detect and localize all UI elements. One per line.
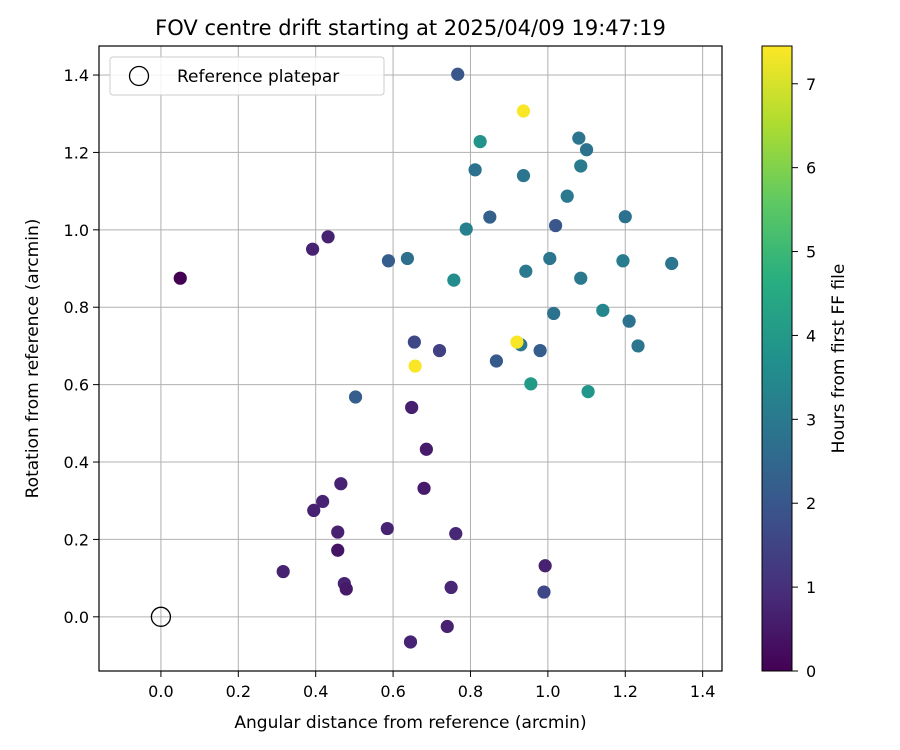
data-point — [574, 159, 588, 173]
data-point — [616, 254, 630, 268]
legend-box — [109, 56, 385, 96]
colorbar-ticks: 0 1 2 3 4 5 6 7 — [792, 75, 816, 681]
data-point — [665, 256, 679, 271]
data-point — [316, 494, 330, 509]
y-tick-label: 1.0 — [64, 221, 89, 240]
data-point — [348, 390, 363, 404]
y-tick-label: 0.4 — [64, 453, 89, 472]
colorbar-tick-label: 7 — [806, 75, 816, 94]
colorbar-tick-label: 2 — [806, 494, 816, 513]
x-tick-label: 1.0 — [535, 682, 560, 701]
data-point — [400, 251, 415, 266]
colorbar-tick-label: 3 — [806, 410, 816, 429]
data-point — [468, 163, 482, 177]
grid-lines — [99, 46, 722, 671]
x-tick-label: 1.4 — [690, 682, 715, 701]
data-point — [339, 582, 353, 596]
y-tick-label: 1.4 — [64, 66, 89, 85]
y-tick-label: 0.2 — [64, 530, 89, 549]
data-point — [631, 339, 645, 353]
data-point — [622, 314, 636, 328]
data-point — [560, 189, 574, 203]
data-point — [432, 343, 447, 358]
plot-frame — [98, 45, 723, 672]
data-point — [574, 271, 588, 285]
data-point — [537, 585, 551, 599]
data-point — [381, 254, 396, 268]
x-tick-label: 1.2 — [613, 682, 638, 701]
data-point — [331, 543, 345, 557]
legend-reference-marker — [128, 65, 150, 87]
x-tick-label: 0.4 — [303, 682, 328, 701]
data-point — [572, 131, 586, 145]
data-point — [440, 619, 454, 634]
data-point — [380, 521, 394, 536]
data-point — [459, 222, 473, 236]
x-axis-label: Angular distance from reference (arcmin) — [234, 713, 586, 733]
data-point — [447, 273, 461, 287]
x-tick-label: 0.8 — [458, 682, 483, 701]
data-point — [419, 442, 433, 456]
data-point — [307, 503, 321, 517]
data-point — [483, 210, 497, 224]
data-point — [581, 384, 595, 399]
data-point — [321, 230, 335, 244]
data-point — [543, 251, 557, 266]
data-point — [618, 210, 632, 224]
data-point — [276, 564, 290, 579]
data-point — [549, 218, 563, 233]
data-point — [417, 481, 431, 495]
data-point — [533, 343, 547, 358]
y-tick-label: 0.8 — [64, 298, 89, 317]
data-point — [334, 477, 348, 491]
data-point — [596, 303, 610, 317]
data-point — [538, 559, 552, 573]
data-point — [473, 134, 487, 149]
data-point — [405, 400, 419, 415]
colorbar-tick-label: 6 — [806, 159, 816, 178]
x-tick-label: 0.6 — [380, 682, 405, 701]
y-tick-label: 1.2 — [64, 143, 89, 162]
data-point — [547, 306, 561, 321]
data-point — [510, 335, 524, 349]
data-point — [407, 335, 421, 349]
legend-reference-label: Reference platepar — [177, 67, 339, 87]
data-point — [489, 354, 504, 368]
colorbar-label: Hours from first FF file — [829, 264, 849, 454]
x-tick-label: 0.2 — [226, 682, 251, 701]
reference-point-marker — [150, 606, 172, 627]
y-tick-label: 0.0 — [64, 608, 89, 627]
data-point — [449, 527, 463, 541]
data-point — [306, 242, 320, 256]
data-point — [516, 169, 531, 183]
data-point — [519, 264, 533, 278]
y-axis-ticks: 0.0 0.2 0.4 0.6 0.8 1.0 1.2 1.4 — [64, 66, 99, 627]
y-tick-label: 0.6 — [64, 376, 89, 395]
y-axis-label: Rotation from reference (arcmin) — [23, 219, 43, 499]
data-point — [403, 635, 418, 649]
data-point — [408, 359, 422, 373]
data-point — [451, 67, 465, 81]
data-point — [579, 143, 594, 157]
data-point — [524, 377, 538, 391]
colorbar — [761, 45, 793, 672]
data-point — [331, 525, 345, 539]
data-point — [444, 580, 458, 595]
chart-title: FOV centre drift starting at 2025/04/09 … — [155, 16, 666, 40]
x-axis-ticks: 0.0 0.2 0.4 0.6 0.8 1.0 1.2 1.4 — [148, 671, 715, 701]
colorbar-tick-label: 4 — [806, 326, 816, 345]
colorbar-tick-label: 5 — [806, 243, 816, 262]
data-point — [173, 271, 187, 285]
colorbar-tick-label: 0 — [806, 662, 816, 681]
data-point — [516, 104, 531, 118]
x-tick-label: 0.0 — [148, 682, 173, 701]
colorbar-tick-label: 1 — [806, 578, 816, 597]
data-points — [150, 67, 679, 649]
legend: Reference platepar — [109, 56, 385, 96]
